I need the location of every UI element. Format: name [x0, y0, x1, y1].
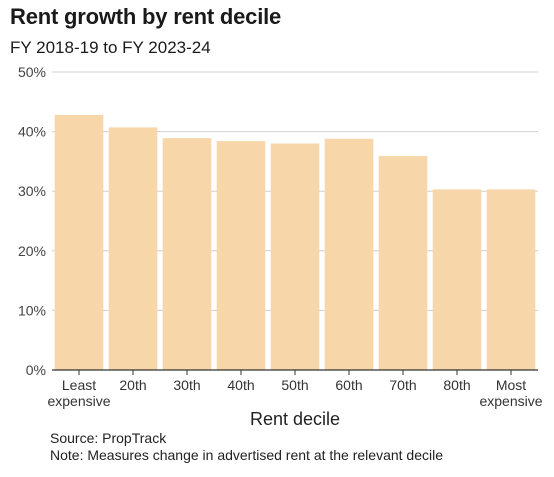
x-tick-label-line: 40th	[227, 377, 254, 393]
x-tick-label-line: expensive	[479, 393, 542, 409]
bar	[270, 143, 320, 370]
x-tick-label-line: 20th	[119, 377, 146, 393]
x-tick-label: 60th	[335, 377, 362, 393]
x-tick-label: 50th	[281, 377, 308, 393]
x-axis-title: Rent decile	[250, 409, 340, 429]
y-tick-label: 20%	[18, 243, 46, 259]
x-tick-label-line: Most	[496, 377, 526, 393]
x-tick-label-line: 50th	[281, 377, 308, 393]
y-tick-label: 40%	[18, 124, 46, 140]
footnote: Note: Measures change in advertised rent…	[50, 447, 444, 463]
x-tick-label-line: 60th	[335, 377, 362, 393]
x-tick-label: 30th	[173, 377, 200, 393]
x-tick-label: 70th	[389, 377, 416, 393]
bar	[378, 156, 428, 370]
x-tick-label: Most expensive	[479, 377, 542, 409]
x-tick-label-line: Least	[62, 377, 96, 393]
x-tick-label: 40th	[227, 377, 254, 393]
x-tick-label-line: 30th	[173, 377, 200, 393]
x-tick-label: Least expensive	[47, 377, 110, 409]
bar	[486, 189, 536, 370]
source-note: Source: PropTrack	[50, 430, 167, 446]
chart-title: Rent growth by rent decile	[10, 4, 282, 29]
y-tick-label: 50%	[18, 64, 46, 80]
bar	[108, 127, 158, 370]
bar	[432, 189, 482, 370]
bar	[162, 138, 212, 370]
y-tick-label: 10%	[18, 302, 46, 318]
bar	[324, 138, 374, 370]
x-tick-label-line: 70th	[389, 377, 416, 393]
x-tick-label-line: 80th	[443, 377, 470, 393]
y-tick-label: 30%	[18, 183, 46, 199]
x-tick-label: 80th	[443, 377, 470, 393]
bar	[54, 114, 104, 370]
y-tick-label: 0%	[26, 362, 46, 378]
x-tick-label-line: expensive	[47, 393, 110, 409]
chart-subtitle: FY 2018-19 to FY 2023-24	[10, 38, 211, 57]
x-tick-label: 20th	[119, 377, 146, 393]
bar	[216, 141, 266, 370]
